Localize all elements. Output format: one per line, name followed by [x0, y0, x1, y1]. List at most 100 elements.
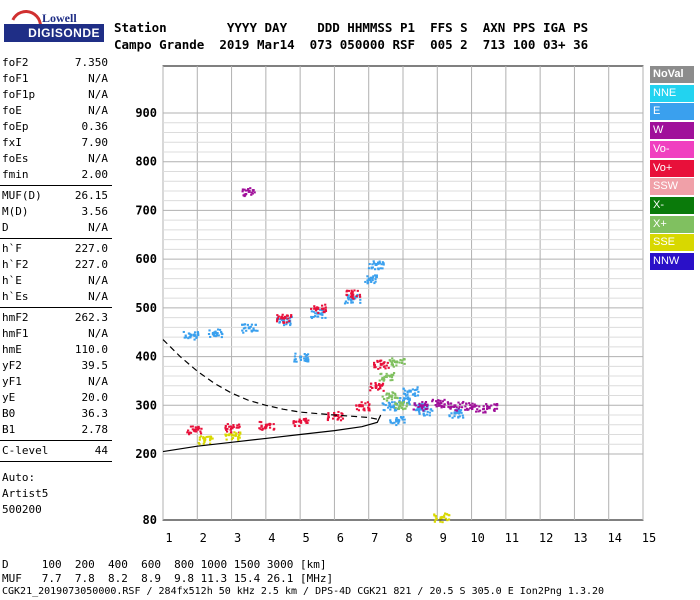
data-point-e — [395, 418, 399, 422]
echo-dot-w — [247, 188, 250, 191]
echo-dot-vo- — [313, 305, 316, 308]
param-key: C-level — [2, 444, 49, 457]
echo-dot-sse — [205, 435, 208, 438]
echo-dot-vo- — [281, 313, 284, 316]
echo-dot-e — [303, 357, 306, 360]
echo-dot-vo- — [383, 365, 386, 368]
echo-dot-e — [374, 280, 377, 283]
echo-dot-e — [393, 401, 396, 404]
echo-dot-vo- — [260, 425, 263, 428]
echo-dot-vo- — [350, 289, 353, 292]
echo-dot-vo- — [356, 289, 359, 292]
data-point-w — [419, 404, 423, 408]
echo-dot-sse — [433, 520, 436, 523]
echo-dot-sse — [234, 434, 237, 437]
param-key: foF1 — [2, 72, 29, 85]
echo-dot-w — [455, 406, 458, 409]
echo-dot-vo- — [357, 409, 361, 412]
echo-dot-w — [424, 402, 427, 405]
echo-dot-w — [496, 402, 499, 405]
echo-dot-e — [371, 263, 374, 266]
echo-dot-x- — [390, 363, 393, 366]
echo-dot-e — [416, 394, 420, 397]
echo-dot-x- — [397, 406, 400, 409]
echo-dot-e — [402, 415, 405, 418]
echo-dot-e — [218, 328, 222, 331]
echo-dot-e — [459, 410, 462, 413]
echo-dot-e — [356, 293, 359, 296]
echo-dot-w — [438, 402, 441, 405]
echo-dot-x- — [403, 358, 406, 361]
echo-dot-vo- — [387, 366, 390, 369]
echo-dot-w — [447, 405, 450, 408]
echo-dot-e — [373, 268, 377, 271]
data-point-e — [367, 277, 371, 281]
echo-dot-w — [446, 401, 449, 404]
echo-dot-e — [462, 416, 465, 419]
echo-dot-sse — [211, 437, 214, 440]
param-row: hmF2 262.3 — [2, 311, 108, 327]
echo-dot-vo- — [285, 321, 288, 324]
echo-dot-e — [406, 390, 409, 393]
param-key: hmF2 — [2, 311, 29, 324]
param-row: foF1p N/A — [2, 88, 108, 104]
echo-dot-sse — [233, 431, 236, 434]
echo-dot-e — [305, 357, 308, 360]
echo-dot-x- — [400, 361, 404, 364]
echo-dot-e — [192, 333, 195, 336]
data-point-x- — [384, 375, 388, 379]
data-point-x- — [398, 404, 402, 408]
echo-dot-sse — [202, 437, 205, 440]
echo-dot-sse — [447, 514, 450, 517]
header-row-labels: Station YYYY DAY DDD HHMMSS P1 FFS S AXN… — [114, 20, 589, 35]
echo-dot-x- — [394, 402, 397, 405]
param-key: fxI — [2, 136, 22, 149]
echo-dot-sse — [447, 518, 451, 521]
param-row: M(D) 3.56 — [2, 205, 108, 221]
echo-dot-e — [403, 389, 407, 392]
echo-dot-w — [437, 399, 440, 402]
param-separator — [0, 238, 112, 239]
echo-dot-x- — [394, 392, 397, 395]
echo-dot-w — [425, 405, 429, 408]
param-row: yF2 39.5 — [2, 359, 108, 375]
echo-dot-e — [293, 355, 297, 358]
echo-dot-w — [241, 190, 244, 193]
echo-dot-w — [468, 402, 471, 405]
param-row: fxI 7.90 — [2, 136, 108, 152]
echo-dot-e — [216, 328, 220, 331]
param-value: 26.15 — [74, 189, 108, 202]
echo-dot-w — [441, 400, 445, 403]
echo-dot-x- — [385, 372, 388, 375]
echo-dot-w — [475, 410, 478, 413]
echo-dot-vo- — [336, 418, 339, 421]
echo-dot-e — [344, 300, 348, 303]
echo-dot-vo- — [191, 425, 194, 428]
echo-dot-vo- — [289, 315, 293, 318]
echo-dot-vo- — [298, 418, 301, 421]
echo-dot-vo- — [384, 367, 387, 370]
param-key: MUF(D) — [2, 189, 42, 202]
echo-dot-x- — [403, 362, 406, 365]
echo-dot-x- — [390, 396, 393, 399]
param-separator — [0, 307, 112, 308]
echo-dot-e — [418, 411, 421, 414]
echo-dot-e — [243, 323, 247, 326]
param-key: B1 — [2, 423, 16, 436]
param-value: 7.350 — [74, 56, 108, 69]
param-row: C-level 44 — [2, 444, 108, 460]
echo-dot-vo- — [284, 317, 287, 320]
echo-dot-w — [475, 404, 478, 407]
echo-dot-e — [416, 407, 419, 410]
echo-dot-e — [252, 329, 255, 332]
echo-dot-e — [395, 402, 399, 405]
echo-dot-sse — [199, 435, 203, 438]
echo-dot-e — [254, 323, 257, 326]
y-tick-label: 400 — [135, 350, 157, 364]
param-key: foF1p — [2, 88, 36, 101]
echo-dot-sse — [198, 436, 201, 439]
echo-dot-e — [348, 296, 351, 299]
echo-dot-sse — [202, 442, 205, 445]
data-point-e — [247, 326, 251, 330]
x-tick-label: 13 — [573, 531, 587, 545]
